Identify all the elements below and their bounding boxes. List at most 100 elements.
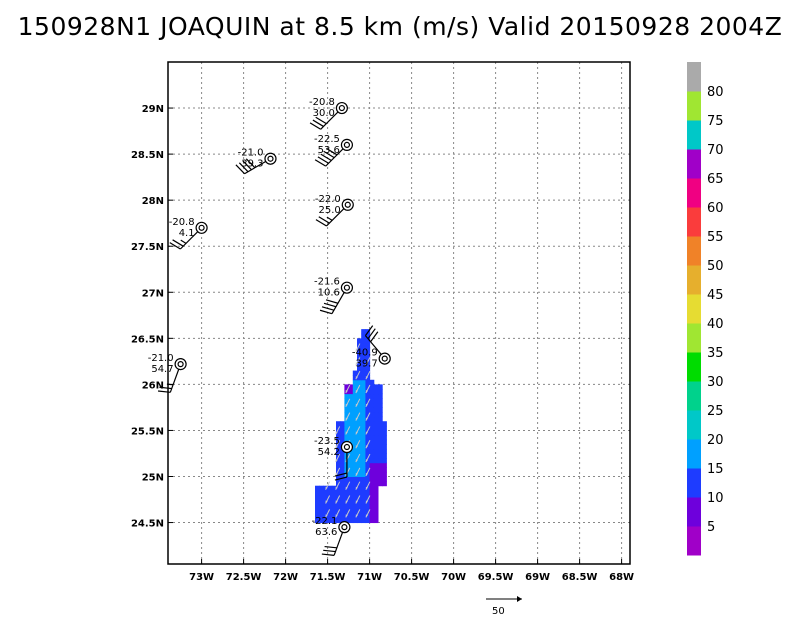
wind-barb bbox=[364, 325, 374, 336]
wind-vector-head bbox=[355, 403, 358, 407]
wind-field-cell bbox=[319, 485, 324, 491]
colorbar-label: 65 bbox=[707, 172, 724, 187]
observation-height: 54.2 bbox=[318, 447, 340, 458]
wind-field-cell bbox=[369, 388, 375, 395]
wind-field-cell bbox=[315, 485, 320, 491]
wind-field-cell bbox=[336, 444, 341, 450]
wind-field-cell bbox=[369, 462, 375, 468]
wind-barb bbox=[235, 164, 245, 175]
wind-field-cell bbox=[352, 494, 358, 501]
wind-vector-head bbox=[355, 486, 358, 490]
wind-barb bbox=[367, 328, 376, 340]
wind-vector-head bbox=[355, 376, 358, 380]
wind-field-cell bbox=[348, 402, 354, 408]
wind-field-cell bbox=[365, 467, 371, 473]
wind-field-cell bbox=[361, 402, 366, 408]
wind-field-cell bbox=[315, 513, 320, 519]
wind-field-cell bbox=[369, 513, 375, 519]
wind-field-cell bbox=[344, 407, 350, 413]
wind-field-cell bbox=[348, 416, 354, 422]
wind-vector-head bbox=[355, 362, 358, 366]
wind-field-cell bbox=[365, 485, 371, 491]
wind-field-cell bbox=[352, 462, 358, 468]
wind-field-cell bbox=[348, 476, 354, 482]
wind-field-cell bbox=[378, 453, 383, 459]
wind-field-cell bbox=[323, 490, 329, 496]
wind-field-cell bbox=[357, 388, 362, 395]
wind-field-cell bbox=[365, 517, 371, 524]
observation-temp: -22.0 bbox=[315, 194, 341, 205]
wind-field-cell bbox=[365, 508, 371, 514]
wind-field-cell bbox=[327, 490, 333, 496]
observation: -22.025.0 bbox=[315, 194, 354, 227]
wind-barb bbox=[242, 160, 252, 171]
wind-field-cell bbox=[340, 499, 345, 505]
y-tick-label: 27.5N bbox=[131, 242, 164, 253]
wind-field-cell bbox=[382, 444, 387, 450]
wind-field-cell bbox=[340, 504, 345, 510]
wind-field-cell bbox=[378, 416, 383, 422]
wind-field-cell bbox=[352, 481, 358, 487]
wind-field-cell bbox=[357, 416, 362, 422]
wind-field-cell bbox=[348, 439, 354, 445]
wind-field-cell bbox=[365, 407, 371, 413]
wind-field-cell bbox=[378, 458, 383, 464]
observation-marker-outer bbox=[378, 352, 391, 365]
x-tick-label: 69W bbox=[525, 572, 550, 583]
wind-field-cell bbox=[369, 467, 375, 473]
wind-field-cell bbox=[352, 425, 358, 431]
wind-field-cell bbox=[361, 365, 366, 372]
observation-height: 10.6 bbox=[318, 288, 340, 299]
colorbar-label: 20 bbox=[707, 433, 724, 448]
colorbar-label: 25 bbox=[707, 404, 724, 419]
wind-field-cell bbox=[365, 458, 371, 464]
observation-marker-inner bbox=[344, 201, 351, 208]
colorbar-swatch bbox=[687, 526, 701, 556]
wind-field-cell bbox=[348, 388, 354, 395]
wind-field-cell bbox=[357, 347, 362, 353]
wind-field-cell bbox=[352, 416, 358, 422]
wind-field-cell bbox=[365, 412, 371, 418]
colorbar-swatch bbox=[687, 149, 701, 179]
wind-field-cell bbox=[361, 425, 366, 431]
wind-field-cell bbox=[331, 485, 337, 491]
wind-field-cell bbox=[369, 458, 375, 464]
wind-field-cell bbox=[336, 490, 341, 496]
wind-field-cell bbox=[369, 453, 375, 459]
wind-field-cell bbox=[340, 439, 345, 445]
wind-field-cell bbox=[361, 494, 366, 501]
x-tick-label: 70.5W bbox=[394, 572, 430, 583]
wind-field-cell bbox=[348, 393, 354, 399]
wind-field-cell bbox=[369, 398, 375, 404]
observation-height: 54.7 bbox=[151, 364, 173, 375]
wind-field-cell bbox=[357, 476, 362, 482]
wind-field-cell bbox=[378, 435, 383, 441]
wind-field-cell bbox=[382, 453, 387, 459]
wind-field-cell bbox=[365, 402, 371, 408]
wind-field-cell bbox=[348, 425, 354, 431]
colorbar-swatch bbox=[687, 439, 701, 469]
wind-field-cell bbox=[357, 485, 362, 491]
observation: -21.610.6 bbox=[314, 277, 354, 315]
wind-field-cell bbox=[352, 439, 358, 445]
observation: -22.163.6 bbox=[312, 516, 351, 556]
observation-height: 25.0 bbox=[318, 205, 340, 216]
wind-field-cell bbox=[315, 508, 320, 514]
wind-field-cell bbox=[369, 476, 375, 482]
wind-field-cell bbox=[373, 448, 379, 454]
wind-field-cell bbox=[365, 398, 371, 404]
wind-barb bbox=[245, 158, 256, 169]
observation-marker-outer bbox=[335, 101, 348, 115]
colorbar-label: 45 bbox=[707, 288, 724, 303]
wind-field-cell bbox=[369, 439, 375, 445]
wind-field-cell bbox=[340, 430, 345, 436]
wind-vector-head bbox=[355, 472, 358, 476]
wind-field-cell bbox=[348, 453, 354, 459]
observation-height: 4.1 bbox=[179, 228, 195, 239]
wind-field-cell bbox=[373, 398, 379, 404]
wind-field-cell bbox=[323, 508, 329, 514]
wind-field-cell bbox=[382, 439, 387, 445]
wind-vector-head bbox=[365, 417, 368, 421]
wind-field-cell bbox=[352, 444, 358, 450]
wind-field-cell bbox=[361, 444, 366, 450]
